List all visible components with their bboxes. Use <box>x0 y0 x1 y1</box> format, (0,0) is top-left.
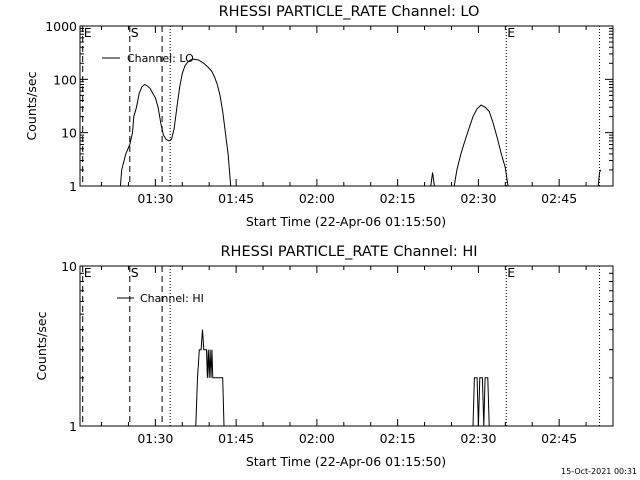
event-marker-label: E <box>507 265 515 280</box>
legend: Channel: LO <box>102 52 194 65</box>
plot-frame <box>79 25 614 187</box>
chart-panel-hi: RHESSI PARTICLE_RATE Channel: HI Start T… <box>34 244 614 469</box>
event-marker-label: E <box>84 265 92 280</box>
series-line <box>119 58 232 187</box>
x-tick-label: 01:45 <box>218 431 254 446</box>
x-tick-label: 02:15 <box>380 431 416 446</box>
chart-title: RHESSI PARTICLE_RATE Channel: HI <box>220 244 477 260</box>
y-tick-label: 1 <box>69 419 77 434</box>
x-tick-label: 02:15 <box>380 191 416 206</box>
series-line <box>430 172 435 187</box>
series-line <box>453 104 509 187</box>
legend-label: Channel: HI <box>140 292 204 305</box>
x-axis-label: Start Time (22-Apr-06 01:15:50) <box>246 454 446 469</box>
legend-label: Channel: LO <box>127 52 194 65</box>
legend: Channel: HI <box>117 292 204 305</box>
x-axis-label: Start Time (22-Apr-06 01:15:50) <box>246 214 446 229</box>
event-marker-label: E <box>507 25 515 40</box>
series-line <box>472 377 490 427</box>
x-tick-label: 02:30 <box>460 191 496 206</box>
x-tick-label: 02:00 <box>299 191 335 206</box>
y-tick-label: 10 <box>61 126 77 141</box>
x-tick-label: 02:45 <box>541 431 577 446</box>
x-tick-label: 01:30 <box>137 431 173 446</box>
event-marker-label: E <box>84 25 92 40</box>
x-tick-label: 02:30 <box>460 431 496 446</box>
y-tick-label: 10 <box>61 259 77 274</box>
x-tick-label: 01:45 <box>218 191 254 206</box>
series-line <box>195 329 225 427</box>
x-tick-label: 01:30 <box>137 191 173 206</box>
y-tick-label: 100 <box>53 72 77 87</box>
y-axis-label: Counts/sec <box>24 71 39 140</box>
plot-frame <box>79 265 614 427</box>
y-tick-label: 1000 <box>45 19 77 34</box>
x-tick-label: 02:00 <box>299 431 335 446</box>
series-line <box>597 169 602 187</box>
generation-timestamp: 15-Oct-2021 00:31 <box>561 467 637 476</box>
y-tick-label: 1 <box>69 179 77 194</box>
event-marker-label: S <box>131 25 139 40</box>
event-marker-label: S <box>131 265 139 280</box>
chart-title: RHESSI PARTICLE_RATE Channel: LO <box>219 4 480 20</box>
y-axis-label: Counts/sec <box>34 311 49 380</box>
chart-panel-lo: RHESSI PARTICLE_RATE Channel: LO Start T… <box>24 4 614 229</box>
x-tick-label: 02:45 <box>541 191 577 206</box>
